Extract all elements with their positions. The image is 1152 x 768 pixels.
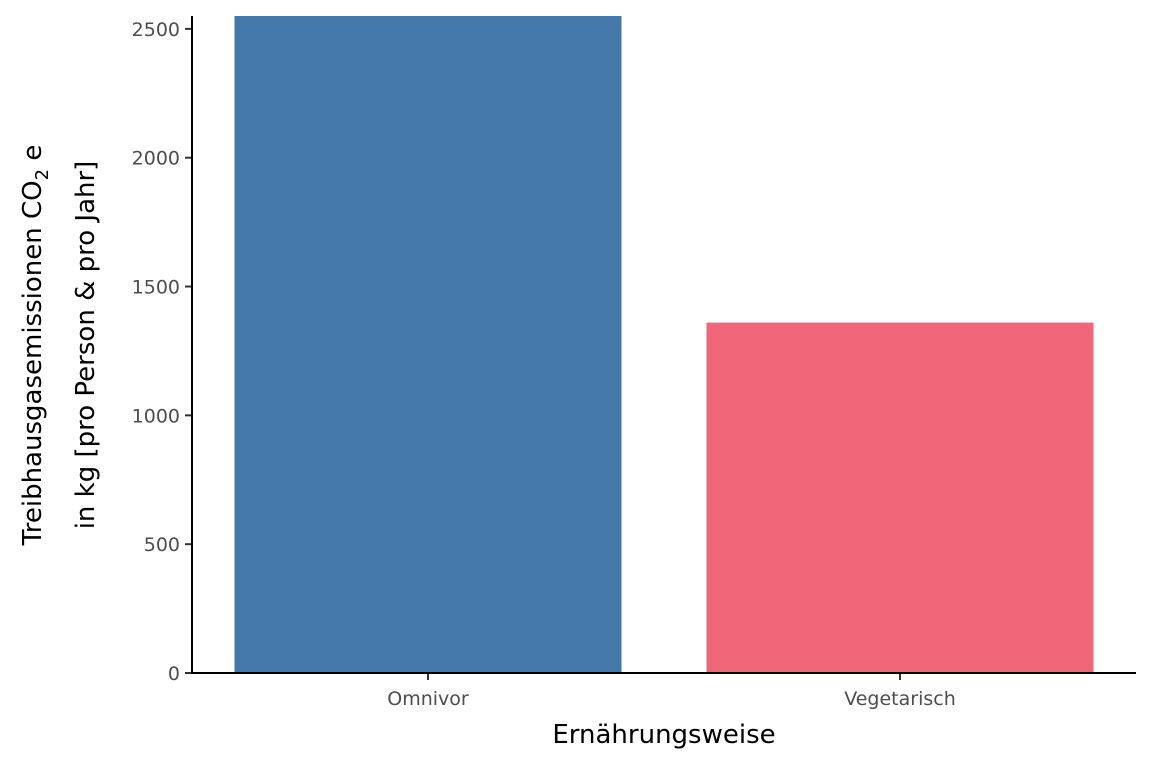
x-axis-title: Ernährungsweise bbox=[552, 720, 775, 750]
y-axis-title-suffix: e bbox=[18, 145, 48, 169]
y-tick-label: 2000 bbox=[132, 148, 180, 170]
y-tick-label: 2500 bbox=[132, 19, 180, 41]
y-tick-label: 1000 bbox=[132, 405, 180, 427]
bars-group bbox=[234, 16, 1094, 673]
y-axis-title-line-1: Treibhausgasemissionen CO2 e bbox=[18, 145, 53, 547]
y-tick-label: 1500 bbox=[132, 277, 180, 299]
bar-vegetarisch bbox=[706, 322, 1094, 673]
y-axis-title-line-2: in kg [pro Person & pro Jahr] bbox=[71, 161, 101, 530]
x-tick-label: Omnivor bbox=[387, 688, 469, 710]
x-tick-label: Vegetarisch bbox=[844, 688, 956, 710]
y-axis-ticks: 0 500 1000 1500 2000 2500 bbox=[132, 19, 192, 685]
y-tick-label: 500 bbox=[144, 534, 180, 556]
y-axis-title-subscript: 2 bbox=[32, 169, 53, 180]
y-tick-label: 0 bbox=[168, 663, 180, 685]
bar-omnivor bbox=[234, 16, 622, 673]
y-axis-title-prefix: Treibhausgasemissionen CO bbox=[18, 180, 48, 546]
x-axis-ticks: Omnivor Vegetarisch bbox=[387, 673, 956, 710]
